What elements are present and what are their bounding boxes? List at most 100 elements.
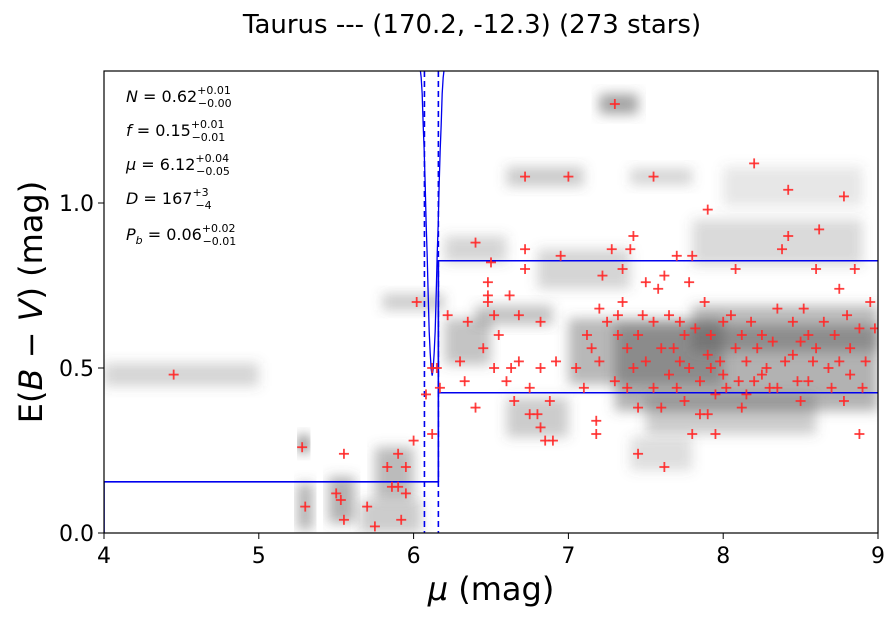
star-marker bbox=[622, 382, 633, 393]
density-patch bbox=[299, 435, 309, 453]
star-marker bbox=[823, 363, 834, 373]
star-marker bbox=[369, 521, 380, 532]
star-marker bbox=[684, 277, 695, 288]
star-marker bbox=[736, 402, 747, 413]
star-marker bbox=[586, 343, 597, 354]
star-marker bbox=[609, 376, 620, 387]
model-foreground-line bbox=[104, 481, 439, 533]
star-marker bbox=[628, 231, 639, 241]
annotation-block: N = 0.62+0.01 −0.00 f = 0.15+0.01 −0.01 μ … bbox=[125, 84, 236, 248]
annotation-f: f = 0.15+0.01 −0.01 bbox=[126, 118, 225, 144]
star-marker bbox=[633, 330, 644, 340]
star-marker bbox=[674, 316, 685, 327]
star-marker bbox=[393, 448, 404, 459]
star-marker bbox=[648, 171, 659, 182]
y-tick-label: 1.0 bbox=[59, 192, 94, 217]
star-marker bbox=[741, 356, 752, 367]
star-marker bbox=[684, 363, 695, 373]
star-marker bbox=[434, 382, 445, 393]
density-patch bbox=[692, 219, 863, 266]
star-marker bbox=[787, 349, 798, 360]
star-marker bbox=[637, 310, 648, 321]
star-marker bbox=[741, 389, 752, 400]
star-marker bbox=[798, 303, 809, 314]
star-marker bbox=[803, 330, 814, 340]
star-marker bbox=[834, 283, 845, 294]
star-marker bbox=[702, 204, 713, 215]
star-marker bbox=[408, 435, 419, 446]
star-marker bbox=[718, 316, 729, 327]
star-marker bbox=[664, 310, 675, 321]
star-marker bbox=[462, 316, 473, 327]
density-patch bbox=[723, 166, 863, 207]
plot-frame bbox=[103, 70, 879, 534]
star-marker bbox=[780, 356, 791, 367]
density-patch bbox=[104, 363, 259, 387]
density-patch bbox=[374, 447, 414, 500]
star-marker bbox=[524, 382, 535, 393]
star-marker bbox=[721, 382, 732, 393]
star-marker bbox=[501, 376, 512, 387]
star-marker bbox=[594, 303, 605, 314]
star-marker bbox=[396, 514, 407, 525]
star-marker bbox=[489, 310, 500, 321]
star-marker bbox=[606, 244, 617, 255]
star-marker bbox=[792, 376, 803, 387]
star-marker bbox=[331, 488, 342, 499]
star-marker bbox=[400, 488, 411, 499]
star-marker bbox=[671, 250, 682, 261]
star-marker bbox=[838, 191, 849, 202]
x-tick-label: 6 bbox=[407, 544, 421, 569]
star-marker bbox=[687, 250, 698, 261]
star-marker bbox=[671, 382, 682, 393]
y-tick-label: 0.5 bbox=[59, 357, 94, 382]
star-marker bbox=[431, 363, 442, 373]
density-patch bbox=[537, 249, 631, 289]
annotation-n: N = 0.62+0.01 −0.00 bbox=[126, 84, 232, 110]
star-marker bbox=[547, 435, 558, 446]
star-marker bbox=[442, 310, 453, 321]
x-tick-label: 4 bbox=[97, 544, 111, 569]
star-marker bbox=[752, 343, 763, 354]
star-marker bbox=[551, 356, 562, 367]
model-high-line bbox=[437, 259, 878, 393]
x-axis-ticks: 4 5 6 7 8 9 bbox=[97, 533, 885, 569]
star-marker bbox=[535, 422, 546, 433]
star-marker bbox=[594, 356, 605, 367]
star-marker bbox=[787, 316, 798, 327]
star-marker bbox=[482, 297, 493, 307]
star-marker bbox=[659, 270, 670, 281]
chart-title: Taurus --- (170.2, -12.3) (273 stars) bbox=[242, 10, 701, 40]
star-marker bbox=[544, 396, 555, 406]
star-marker bbox=[842, 310, 853, 321]
star-marker bbox=[563, 171, 574, 182]
star-marker bbox=[869, 323, 878, 334]
x-tick-label: 9 bbox=[871, 544, 885, 569]
star-marker bbox=[705, 330, 716, 340]
star-marker bbox=[420, 389, 431, 400]
star-marker bbox=[482, 277, 493, 288]
star-marker bbox=[609, 99, 620, 109]
star-marker bbox=[532, 409, 543, 420]
star-marker bbox=[338, 448, 349, 459]
star-marker bbox=[520, 264, 531, 274]
star-marker bbox=[694, 376, 705, 387]
star-marker bbox=[648, 316, 659, 327]
star-marker bbox=[656, 343, 667, 354]
star-marker bbox=[622, 343, 633, 354]
star-marker bbox=[826, 382, 837, 393]
star-marker bbox=[656, 402, 667, 413]
star-marker bbox=[730, 264, 741, 274]
star-marker bbox=[730, 343, 741, 354]
star-marker bbox=[640, 277, 651, 288]
star-marker bbox=[362, 501, 373, 512]
star-marker bbox=[718, 369, 729, 380]
star-marker bbox=[811, 264, 822, 274]
star-marker bbox=[761, 363, 772, 373]
star-marker bbox=[513, 310, 524, 321]
star-marker bbox=[470, 237, 481, 248]
star-marker bbox=[854, 323, 865, 334]
star-marker bbox=[648, 382, 659, 393]
posterior-curve bbox=[419, 71, 445, 376]
